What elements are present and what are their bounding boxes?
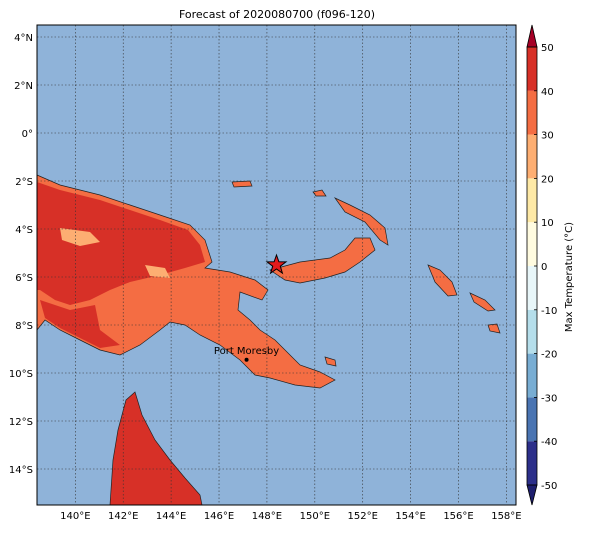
lat-tick-label: 14°S xyxy=(9,465,33,476)
colorbar-tick-label: -40 xyxy=(541,437,557,448)
colorbar-tick-label: 30 xyxy=(541,131,554,142)
colorbar-tick-label: 0 xyxy=(541,262,547,273)
map-title: Forecast of 2020080700 (f096-120) xyxy=(179,8,375,21)
colorbar-segment xyxy=(527,309,537,354)
lon-tick-label: 156°E xyxy=(443,511,473,522)
colorbar-extend-under xyxy=(526,484,538,506)
colorbar-segment xyxy=(527,397,537,442)
colorbar-tick-label: -30 xyxy=(541,393,557,404)
lat-tick-label: 10°S xyxy=(9,369,33,380)
lon-tick-label: 142°E xyxy=(108,511,138,522)
cape-york xyxy=(109,391,203,506)
lon-tick-label: 158°E xyxy=(491,511,521,522)
lat-tick-label: 4°N xyxy=(14,33,33,44)
star-marker xyxy=(265,253,288,275)
colorbar-extend-over xyxy=(526,24,538,48)
lat-tick-label: 12°S xyxy=(9,417,33,428)
place-label: Port Moresby xyxy=(214,346,279,357)
map-frame xyxy=(36,24,517,506)
colorbar-segment xyxy=(527,266,537,310)
lat-tick-label: 2°S xyxy=(15,177,33,188)
colorbar-tick-label: -20 xyxy=(541,350,557,361)
lon-tick-label: 154°E xyxy=(395,511,425,522)
lon-tick-label: 144°E xyxy=(156,511,186,522)
colorbar-tick-label: -10 xyxy=(541,306,557,317)
colorbar-tick-label: 20 xyxy=(541,174,554,185)
colorbar-segment xyxy=(527,353,537,398)
graticule xyxy=(37,25,516,505)
lat-tick-label: 8°S xyxy=(15,321,33,332)
colorbar-tick-label: 50 xyxy=(541,43,554,54)
lon-tick-label: 140°E xyxy=(60,511,90,522)
lon-tick-label: 150°E xyxy=(300,511,330,522)
place-marker xyxy=(244,357,249,362)
new-britain xyxy=(269,237,376,284)
colorbar-label: Max Temperature (°C) xyxy=(564,222,575,332)
colorbar-segment xyxy=(527,134,537,179)
lat-tick-label: 0° xyxy=(22,129,33,140)
lat-tick-label: 6°S xyxy=(15,273,33,284)
warm-region xyxy=(37,182,205,305)
colorbar-tick-label: 10 xyxy=(541,218,554,229)
lon-tick-label: 152°E xyxy=(348,511,378,522)
new-ireland xyxy=(333,197,389,246)
warm-region xyxy=(40,300,120,348)
colorbar-tick-label: 40 xyxy=(541,87,554,98)
lon-tick-label: 148°E xyxy=(252,511,282,522)
colorbar-tick-label: -50 xyxy=(541,481,557,492)
colorbar-segment xyxy=(527,441,537,485)
colorbar-segment xyxy=(527,222,537,266)
land xyxy=(36,174,501,506)
colorbar-segment xyxy=(527,47,537,91)
lat-tick-label: 2°N xyxy=(14,81,33,92)
lon-tick-label: 146°E xyxy=(204,511,234,522)
mild-region xyxy=(60,228,170,278)
lat-tick-label: 4°S xyxy=(15,225,33,236)
colorbar-segment xyxy=(527,90,537,135)
colorbar-segment xyxy=(527,178,537,223)
island xyxy=(231,180,501,367)
